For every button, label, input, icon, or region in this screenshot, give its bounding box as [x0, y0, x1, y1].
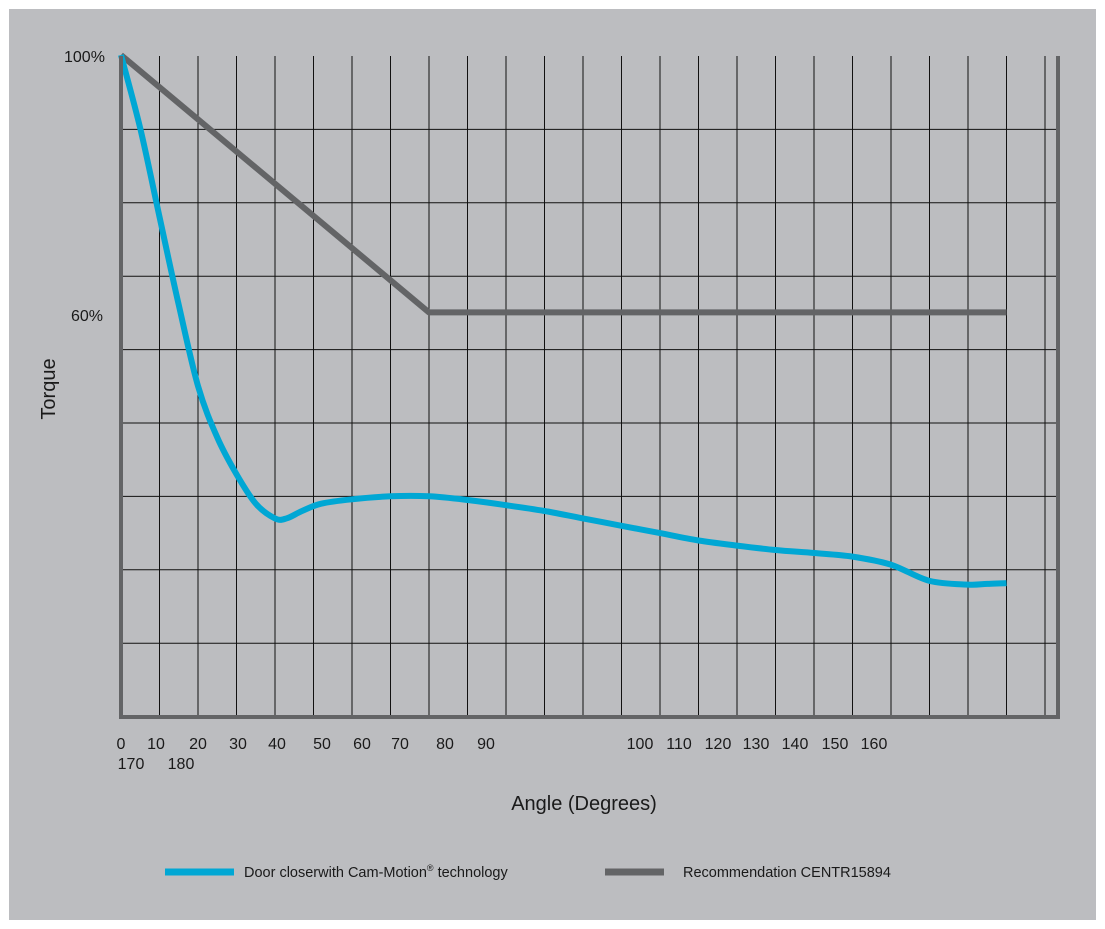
- x-tick-label: 60: [353, 736, 371, 753]
- x-tick-label: 70: [391, 736, 409, 753]
- x-tick-label: 30: [229, 736, 247, 753]
- x-axis-title: Angle (Degrees): [511, 793, 657, 815]
- series-line-cam-motion: [118, 54, 1007, 588]
- y-tick-label-100: 100%: [64, 49, 105, 66]
- x-tick-label: 40: [268, 736, 286, 753]
- y-axis-title: Torque: [38, 358, 60, 419]
- x-tick-label: 20: [189, 736, 207, 753]
- chart-panel: [9, 9, 1096, 920]
- legend: Door closerwith Cam-Motion® technology R…: [165, 863, 891, 881]
- x-tick-label: 90: [477, 736, 495, 753]
- x-tick-label: 150: [822, 736, 849, 753]
- x-tick-labels: 0 10 20 30 40 50 60 70 80 90 100 110 120 130 140 150 160…: [117, 736, 888, 773]
- series-line-recommendation: [119, 52, 1007, 316]
- legend-label-cam-motion: Door closerwith Cam-Motion® technology: [244, 863, 508, 881]
- x-tick-label: 110: [666, 736, 692, 753]
- x-tick-label: 0: [117, 736, 126, 753]
- x-tick-label: 10: [147, 736, 165, 753]
- series-layer: [118, 52, 1007, 588]
- x-tick-label: 130: [743, 736, 770, 753]
- plot-frame: [119, 56, 1060, 719]
- x-tick-label: 180: [168, 756, 195, 773]
- x-tick-label: 50: [313, 736, 331, 753]
- x-tick-label: 80: [436, 736, 454, 753]
- x-tick-label: 140: [782, 736, 809, 753]
- x-tick-label: 160: [861, 736, 888, 753]
- grid-lines: [121, 56, 1058, 717]
- x-tick-label: 120: [705, 736, 732, 753]
- x-tick-label: 170: [118, 756, 145, 773]
- y-tick-label-60: 60%: [71, 308, 103, 325]
- legend-label-recommendation: Recommendation CENTR15894: [683, 865, 891, 881]
- x-tick-label: 100: [627, 736, 654, 753]
